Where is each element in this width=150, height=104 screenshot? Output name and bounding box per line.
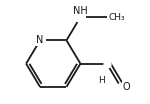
Text: O: O <box>122 82 130 92</box>
Text: N: N <box>36 35 44 45</box>
Text: H: H <box>99 76 105 85</box>
Text: NH: NH <box>73 6 88 15</box>
Text: CH₃: CH₃ <box>108 13 125 22</box>
